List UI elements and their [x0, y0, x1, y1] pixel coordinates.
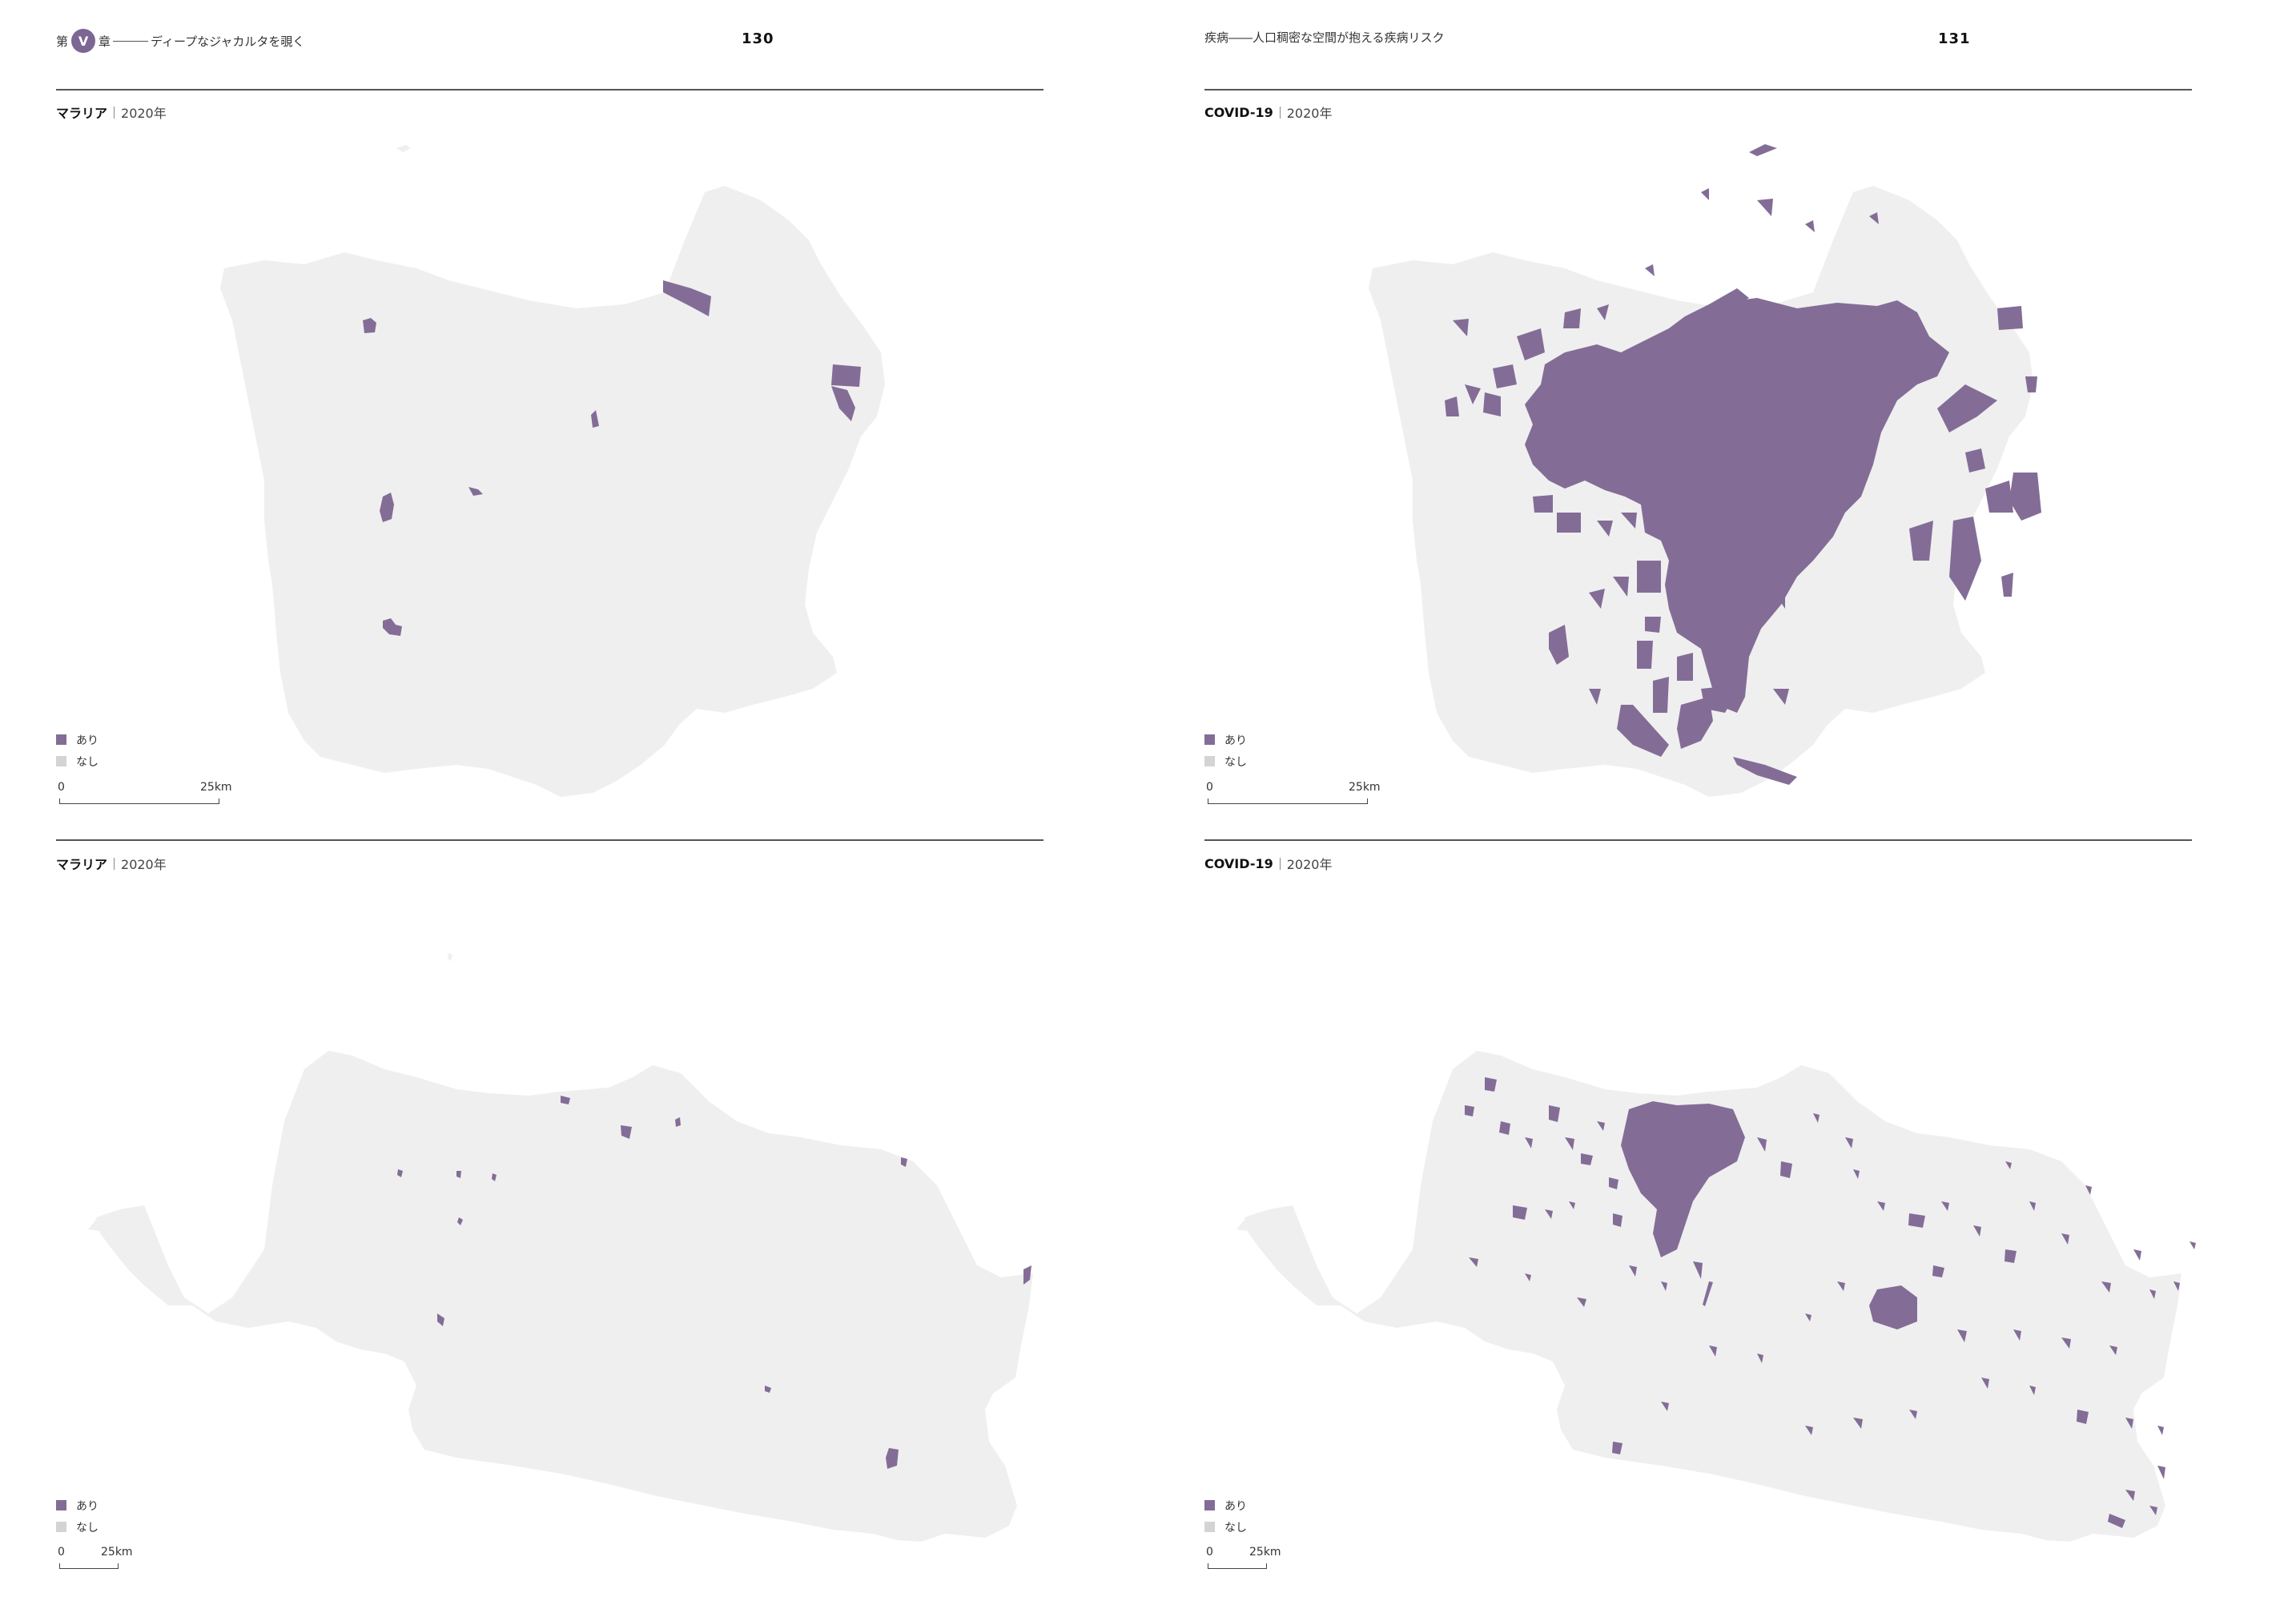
panel-year: 2020年 — [1286, 106, 1333, 121]
scale-line — [59, 1563, 119, 1569]
legend-absent-row: なし — [1204, 1516, 1247, 1538]
legend-present-label: あり — [76, 1499, 99, 1513]
absent-swatch — [56, 1522, 66, 1532]
legend-absent-row: なし — [56, 750, 99, 772]
section-title: 疾病――人口稠密な空間が抱える疾病リスク — [1204, 30, 1445, 45]
present-swatch — [56, 1500, 66, 1510]
top-rule — [1204, 89, 2192, 91]
jakarta-cluster — [1621, 1101, 1745, 1257]
chapter-badge: V — [71, 29, 96, 53]
presence-areas — [363, 280, 861, 636]
running-head-left: 第 V 章 ディープなジャカルタを覗く — [56, 29, 304, 53]
offshore-islet — [396, 145, 411, 152]
left-page: 第 V 章 ディープなジャカルタを覗く 130 マラリア 2020年 あり — [56, 29, 1043, 1569]
chapter-suffix: 章 — [99, 34, 111, 49]
scale-line — [1208, 798, 1368, 804]
region-base-shape — [220, 186, 885, 797]
absent-swatch — [1204, 756, 1215, 766]
title-separator — [114, 106, 115, 119]
legend-present-label: あり — [1224, 734, 1247, 747]
panel-disease: マラリア — [56, 106, 108, 121]
chapter-prefix: 第 — [56, 34, 69, 49]
head-dash — [113, 40, 149, 42]
panel-title-covid-jakarta: COVID-19 2020年 — [1204, 103, 1332, 122]
map-malaria-jakarta — [220, 145, 885, 797]
legend-present-row: あり — [56, 729, 99, 750]
map-covid-jakarta — [1369, 144, 2041, 797]
scale-zero: 0 — [1206, 1546, 1213, 1559]
panel-year: 2020年 — [121, 106, 167, 121]
offshore-islet — [88, 1220, 103, 1231]
offshore-islet — [1236, 1220, 1251, 1231]
legend-present-row: あり — [56, 1494, 99, 1516]
present-swatch — [1204, 1500, 1215, 1510]
legend-present-label: あり — [76, 734, 99, 747]
region-base-shape — [1245, 1051, 2181, 1542]
present-swatch — [56, 734, 66, 745]
legend-absent-row: なし — [1204, 750, 1247, 772]
panel-title-covid-westjava: COVID-19 2020年 — [1204, 854, 1332, 873]
title-separator — [114, 857, 115, 870]
legend-covid-jakarta: あり なし — [1204, 729, 1247, 772]
panel-year: 2020年 — [121, 857, 167, 872]
legend-malaria-westjava: あり なし — [56, 1494, 99, 1538]
scale-distance: 25km — [1249, 1546, 1281, 1559]
legend-absent-label: なし — [76, 1521, 99, 1535]
page-number-left: 130 — [742, 30, 774, 47]
legend-absent-label: なし — [1224, 755, 1247, 769]
right-page: 疾病――人口稠密な空間が抱える疾病リスク 131 COVID-19 2020年 — [1148, 0, 2296, 1621]
absent-swatch — [56, 756, 66, 766]
scale-zero: 0 — [1206, 781, 1213, 794]
panel-title-malaria-westjava: マラリア 2020年 — [56, 854, 167, 873]
panel-year: 2020年 — [1286, 857, 1333, 872]
title-separator — [1279, 106, 1281, 119]
scale-distance: 25km — [200, 781, 232, 794]
scale-zero: 0 — [58, 781, 65, 794]
scale-distance: 25km — [101, 1546, 133, 1559]
present-swatch — [1204, 734, 1215, 745]
chapter-title: ディープなジャカルタを覗く — [151, 34, 305, 49]
legend-present-row: あり — [1204, 1494, 1247, 1516]
top-rule — [56, 89, 1043, 91]
scale-line — [1208, 1563, 1267, 1569]
legend-malaria-jakarta: あり なし — [56, 729, 99, 772]
middle-rule — [1204, 839, 2192, 841]
core-urban-cluster — [1525, 298, 1949, 713]
absent-swatch — [1204, 1522, 1215, 1532]
legend-absent-label: なし — [76, 755, 99, 769]
middle-rule — [56, 839, 1043, 841]
bandung-cluster — [1869, 1285, 1917, 1329]
legend-present-label: あり — [1224, 1499, 1247, 1513]
region-base-shape — [96, 1051, 1033, 1542]
legend-covid-westjava: あり なし — [1204, 1494, 1247, 1538]
map-covid-westjava — [1236, 1051, 2196, 1542]
scale-line — [59, 798, 219, 804]
panel-disease: マラリア — [56, 857, 108, 872]
title-separator — [1279, 857, 1281, 870]
panel-disease: COVID-19 — [1204, 104, 1273, 120]
offshore-islet — [448, 953, 452, 961]
running-head-right: 疾病――人口稠密な空間が抱える疾病リスク — [1204, 29, 1445, 46]
scale-zero: 0 — [58, 1546, 65, 1559]
legend-present-row: あり — [1204, 729, 1247, 750]
legend-absent-label: なし — [1224, 1521, 1247, 1535]
panel-title-malaria-jakarta: マラリア 2020年 — [56, 103, 167, 122]
presence-areas — [1465, 1077, 2196, 1528]
scale-distance: 25km — [1349, 781, 1381, 794]
presence-areas — [397, 1096, 1031, 1469]
panel-disease: COVID-19 — [1204, 855, 1273, 871]
page-number-right: 131 — [1938, 30, 1971, 47]
presence-areas — [1445, 144, 2041, 785]
legend-absent-row: なし — [56, 1516, 99, 1538]
map-malaria-westjava — [88, 953, 1033, 1542]
